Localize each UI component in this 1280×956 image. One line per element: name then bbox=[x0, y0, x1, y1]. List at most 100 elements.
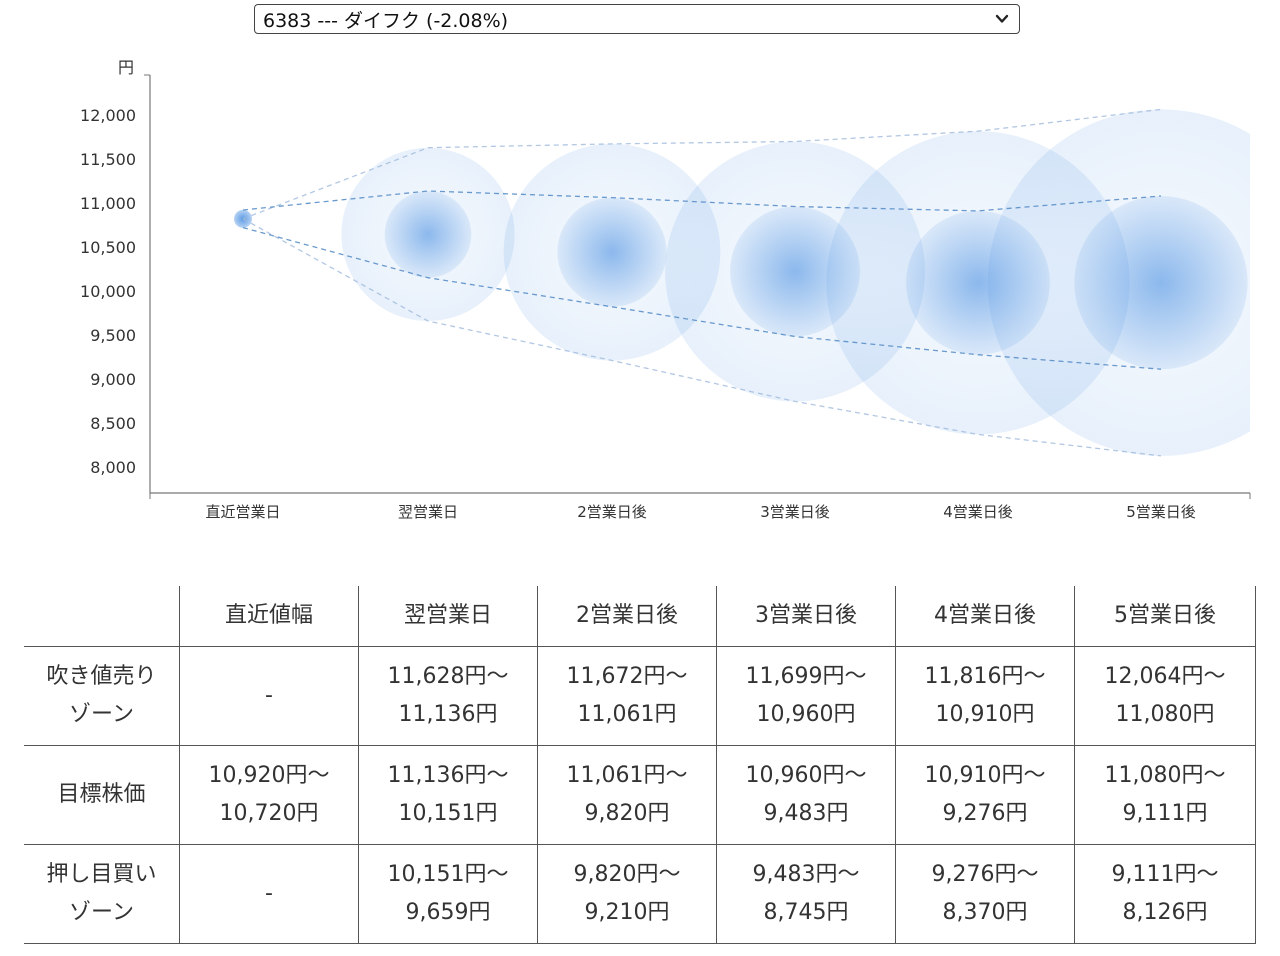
x-category-label: 直近営業日 bbox=[205, 503, 280, 521]
row-label-line: 押し目買い bbox=[46, 862, 157, 887]
cell-value-line: 9,820円〜 bbox=[573, 862, 681, 887]
y-tick-label: 12,000 bbox=[80, 106, 136, 125]
cell-value-line: 10,910円 bbox=[935, 702, 1035, 727]
table-cell: 10,920円〜 10,720円 bbox=[179, 745, 359, 845]
row-label: 吹き値売り ゾーン bbox=[24, 646, 180, 746]
table-cell: 11,136円〜 10,151円 bbox=[358, 745, 538, 845]
table-column-header: 直近値幅 bbox=[179, 586, 359, 647]
row-label: 目標株価 bbox=[24, 745, 180, 845]
table-cell: 10,960円〜 9,483円 bbox=[716, 745, 896, 845]
y-tick-label: 8,500 bbox=[90, 414, 136, 433]
table-cell: 11,672円〜 11,061円 bbox=[537, 646, 717, 746]
table-cell: 12,064円〜 11,080円 bbox=[1074, 646, 1256, 746]
cell-value-line: 11,672円〜 bbox=[566, 664, 688, 689]
table-row: 吹き値売り ゾーン -11,628円〜 11,136円 11,672円〜 11,061円 1… bbox=[24, 646, 1256, 746]
y-tick-label: 10,500 bbox=[80, 238, 136, 257]
table-column-header: 2営業日後 bbox=[537, 586, 717, 647]
target-bubble-inner bbox=[730, 206, 860, 337]
table-column-header: 翌営業日 bbox=[358, 586, 538, 647]
y-tick-label: 9,000 bbox=[90, 370, 136, 389]
lower-outer-guide bbox=[242, 218, 1162, 457]
target-bubble-inner bbox=[384, 191, 472, 278]
table-cell: - bbox=[179, 646, 359, 746]
cell-value-line: 9,659円 bbox=[405, 900, 491, 925]
x-category-label: 2営業日後 bbox=[577, 503, 647, 521]
cell-value-line: 11,699円〜 bbox=[745, 664, 867, 689]
target-bubble-inner bbox=[1074, 196, 1248, 370]
x-category-label: 4営業日後 bbox=[943, 503, 1013, 521]
row-label-line: 吹き値売り bbox=[46, 664, 157, 689]
y-tick-label: 10,000 bbox=[80, 282, 136, 301]
table-cell: 9,111円〜 8,126円 bbox=[1074, 844, 1256, 944]
table-cell: 11,699円〜 10,960円 bbox=[716, 646, 896, 746]
cell-value-line: 10,151円〜 bbox=[387, 862, 509, 887]
cell-value-line: 9,111円 bbox=[1122, 801, 1208, 826]
table-row: 押し目買いゾーン - 10,151円〜 9,659円 9,820円〜 9,210円 9,48… bbox=[24, 844, 1256, 944]
cell-value-line: - bbox=[265, 881, 273, 906]
table-cell: 11,816円〜 10,910円 bbox=[895, 646, 1075, 746]
cell-value-line: 9,483円 bbox=[763, 801, 849, 826]
target-bubble-inner bbox=[557, 197, 667, 307]
upper-outer-guide bbox=[242, 108, 1162, 220]
cell-value-line: 11,136円 bbox=[398, 702, 498, 727]
cell-value-line: 10,960円〜 bbox=[745, 763, 867, 788]
cell-value-line: 10,960円 bbox=[756, 702, 856, 727]
cell-value-line: 8,126円 bbox=[1122, 900, 1208, 925]
table-column-header: 5営業日後 bbox=[1074, 586, 1256, 647]
table-cell: 9,483円〜 8,745円 bbox=[716, 844, 896, 944]
table-cell: 11,080円〜 9,111円 bbox=[1074, 745, 1256, 845]
cell-value-line: 11,061円 bbox=[577, 702, 677, 727]
table-row: 目標株価 10,920円〜 10,720円 11,136円〜 10,151円 11,061… bbox=[24, 745, 1256, 845]
cell-value-line: 11,628円〜 bbox=[387, 664, 509, 689]
table-cell: 9,820円〜 9,210円 bbox=[537, 844, 717, 944]
table-cell: 10,151円〜 9,659円 bbox=[358, 844, 538, 944]
cell-value-line: 11,816円〜 bbox=[924, 664, 1046, 689]
cell-value-line: 9,276円 bbox=[942, 801, 1028, 826]
stock-select[interactable]: 6383 --- ダイフク (-2.08%) bbox=[254, 4, 1020, 34]
x-category-label: 5営業日後 bbox=[1126, 503, 1196, 521]
table-cell: 11,061円〜 9,820円 bbox=[537, 745, 717, 845]
table-cell: 9,276円〜 8,370円 bbox=[895, 844, 1075, 944]
table-cell: 10,910円〜 9,276円 bbox=[895, 745, 1075, 845]
lower-target-guide bbox=[242, 226, 1162, 370]
cell-value-line: 10,920円〜 bbox=[208, 763, 330, 788]
y-tick-label: 11,000 bbox=[80, 194, 136, 213]
table-column-header: 4営業日後 bbox=[895, 586, 1075, 647]
x-category-label: 3営業日後 bbox=[760, 503, 830, 521]
table-corner-cell bbox=[24, 586, 180, 647]
price-forecast-chart: 円 8,000 8,500 9,000 9,500 10,000 10,500 11,000 1… bbox=[80, 58, 1251, 521]
cell-value-line: 11,136円〜 bbox=[387, 763, 509, 788]
cell-value-line: 9,483円〜 bbox=[752, 862, 860, 887]
row-label-line: 目標株価 bbox=[57, 782, 146, 807]
cell-value-line: 11,080円 bbox=[1115, 702, 1215, 727]
cell-value-line: 9,111円〜 bbox=[1111, 862, 1219, 887]
y-tick-label: 11,500 bbox=[80, 150, 136, 169]
row-label-line: ゾーン bbox=[69, 900, 134, 925]
cell-value-line: - bbox=[265, 683, 273, 708]
y-axis-unit-label: 円 bbox=[118, 58, 134, 77]
stock-select-value: 6383 --- ダイフク (-2.08%) bbox=[263, 9, 509, 32]
cell-value-line: 11,080円〜 bbox=[1104, 763, 1226, 788]
chevron-down-icon bbox=[995, 14, 1009, 23]
cell-value-line: 8,370円 bbox=[942, 900, 1028, 925]
cell-value-line: 10,720円 bbox=[219, 801, 319, 826]
cell-value-line: 8,745円 bbox=[763, 900, 849, 925]
upper-target-guide bbox=[242, 190, 1162, 212]
table-cell: 11,628円〜 11,136円 bbox=[358, 646, 538, 746]
table-cell: - bbox=[179, 844, 359, 944]
table-column-header: 3営業日後 bbox=[716, 586, 896, 647]
cell-value-line: 11,061円〜 bbox=[566, 763, 688, 788]
zone-table: 直近値幅 翌営業日 2営業日後 3営業日後 4営業日後 5営業日後吹き値売りゾーン - 11,… bbox=[24, 586, 1256, 944]
row-label: 押し目買い ゾーン bbox=[24, 844, 180, 944]
cell-value-line: 10,151円 bbox=[398, 801, 498, 826]
row-label-line: ゾーン bbox=[69, 702, 134, 727]
x-category-label: 翌営業日 bbox=[398, 503, 458, 521]
cell-value-line: 12,064円〜 bbox=[1104, 664, 1226, 689]
y-tick-label: 9,500 bbox=[90, 326, 136, 345]
y-tick-label: 8,000 bbox=[90, 458, 136, 477]
cell-value-line: 9,210円 bbox=[584, 900, 670, 925]
table-header-row: 直近値幅 翌営業日 2営業日後 3営業日後 4営業日後 5営業日後 bbox=[24, 586, 1256, 647]
cell-value-line: 9,820円 bbox=[584, 801, 670, 826]
cell-value-line: 10,910円〜 bbox=[924, 763, 1046, 788]
cell-value-line: 9,276円〜 bbox=[931, 862, 1039, 887]
